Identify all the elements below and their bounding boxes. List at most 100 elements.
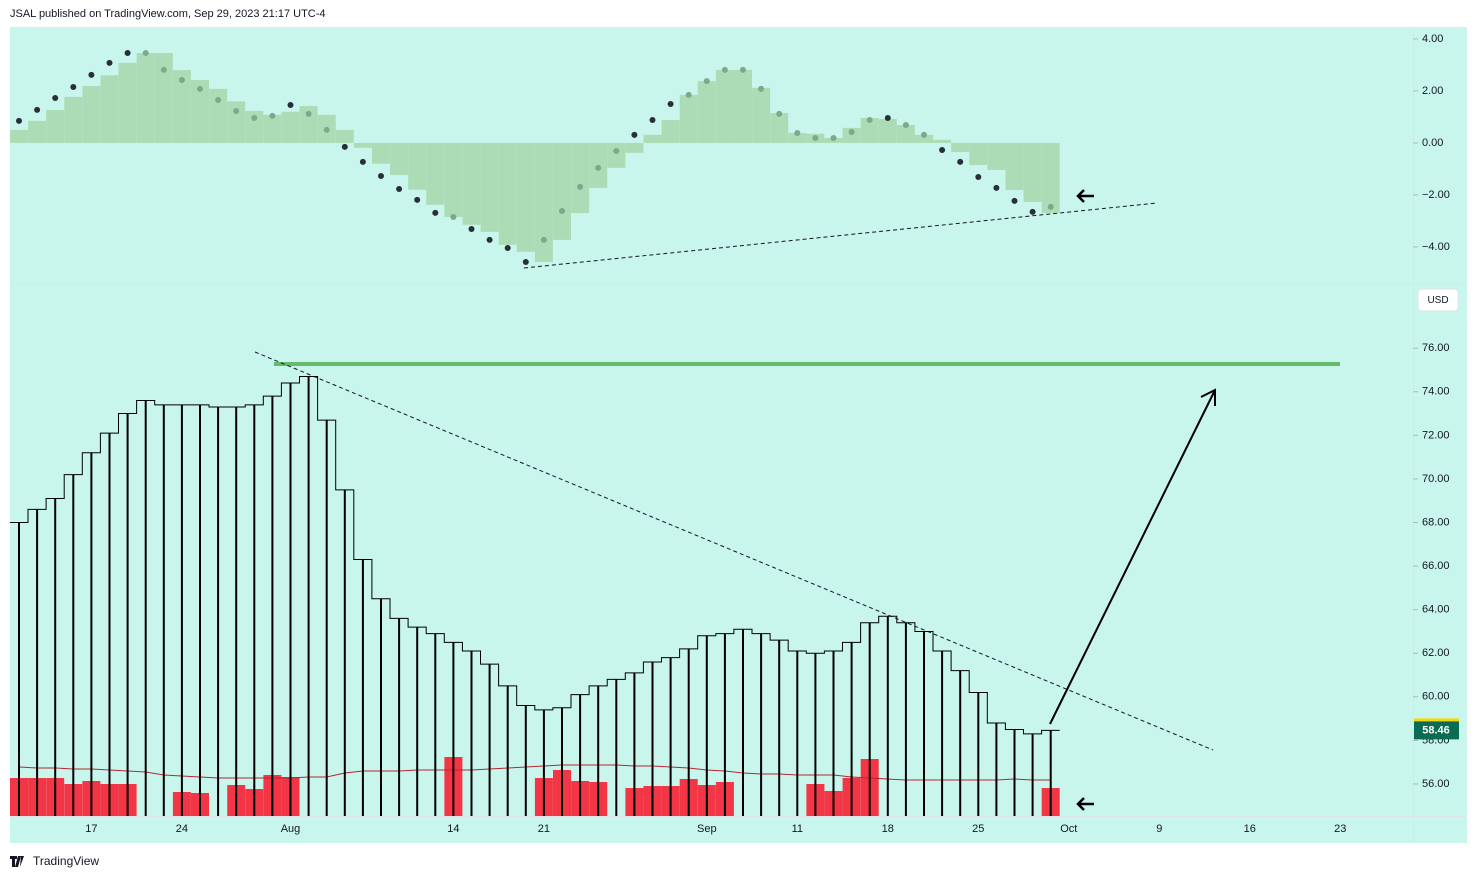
signal-dot (631, 131, 638, 138)
signal-dot (1011, 197, 1018, 204)
histogram-bar (353, 142, 372, 148)
signal-dot (595, 164, 602, 171)
histogram-bar (263, 114, 282, 143)
histogram-bar (607, 142, 626, 168)
x-tick-label: 9 (1156, 823, 1162, 835)
histogram-bar (191, 80, 209, 143)
chart-background (10, 27, 1467, 843)
y-tick-label: 56.00 (1422, 778, 1450, 790)
signal-dot (559, 208, 565, 215)
y-tick-label: 76.00 (1422, 342, 1450, 354)
histogram-bar (462, 142, 481, 225)
signal-dot (16, 117, 22, 124)
signal-dot (740, 66, 746, 73)
arrow-marker (1076, 797, 1094, 811)
histogram-bar (661, 120, 680, 143)
histogram-bar (372, 142, 390, 164)
histogram-bar (643, 134, 662, 143)
signal-dot (215, 97, 222, 104)
histogram-bar (571, 142, 590, 214)
histogram-bar (46, 109, 65, 143)
y-tick-label: −4.00 (1422, 241, 1450, 253)
histogram-bar (426, 142, 445, 205)
signal-dot (341, 143, 348, 150)
signal-dot (160, 66, 167, 73)
signal-dot (124, 49, 131, 56)
signal-dot (577, 183, 584, 190)
histogram-bar (951, 142, 970, 153)
y-tick-label: 66.00 (1422, 560, 1450, 572)
x-tick-label: 11 (792, 823, 803, 835)
histogram-bar (335, 129, 354, 143)
histogram-bar (299, 106, 318, 143)
signal-dot (34, 106, 41, 113)
trendline (523, 202, 1158, 269)
x-tick-label: 24 (176, 823, 188, 835)
histogram-bar (679, 94, 698, 143)
trendline (254, 351, 1214, 751)
histogram-bar (154, 52, 173, 143)
histogram-bar (136, 52, 155, 143)
y-tick-label: 60.00 (1422, 691, 1450, 703)
x-tick-label: 16 (1244, 823, 1256, 835)
histogram-bar (64, 96, 83, 143)
histogram-bar (933, 139, 952, 143)
signal-dot (70, 84, 77, 91)
y-tick-label: 62.00 (1422, 647, 1450, 659)
signal-dot (522, 258, 529, 265)
histogram-bar (172, 70, 191, 143)
y-tick-label: 72.00 (1422, 429, 1450, 441)
signal-dot (142, 49, 149, 56)
histogram-bar (1041, 142, 1060, 213)
signal-dot (305, 110, 312, 117)
footer-logo: TradingView (10, 854, 99, 868)
histogram-bar (553, 142, 571, 240)
signal-dot (323, 126, 330, 133)
histogram-bar (987, 142, 1006, 170)
signal-dot (884, 114, 891, 121)
y-tick-label: 70.00 (1422, 473, 1450, 485)
signal-dot (269, 112, 276, 119)
signal-dot (667, 100, 674, 107)
histogram-bar (625, 142, 644, 153)
histogram-bar (82, 86, 101, 143)
x-tick-label: Sep (697, 823, 717, 835)
header-text: JSAL published on TradingView.com, Sep 2… (10, 8, 326, 20)
y-tick-label: 4.00 (1422, 33, 1443, 45)
histogram-bar (534, 142, 553, 262)
signal-dot (486, 236, 493, 243)
x-tick-label: 25 (972, 823, 984, 835)
signal-dot (866, 117, 873, 124)
series-layer: 4.002.000.00−2.00−4.0056.0058.0060.0062.… (10, 33, 1459, 835)
signal-dot (830, 134, 837, 141)
signal-dot (776, 110, 783, 117)
histogram-bar (281, 111, 300, 143)
y-tick-label: 64.00 (1422, 604, 1450, 616)
signal-dot (540, 236, 547, 243)
signal-dot (939, 146, 946, 153)
price-badge (1414, 721, 1459, 740)
signal-dot (975, 173, 982, 180)
signal-dot (1047, 203, 1054, 210)
signal-dot (432, 209, 439, 216)
histogram-bar (10, 129, 28, 143)
histogram-bar (100, 75, 119, 143)
currency-box (1417, 288, 1459, 312)
histogram-bar (770, 113, 789, 143)
signal-dot (52, 94, 59, 101)
histogram-bar (915, 134, 933, 143)
x-tick-label: 21 (538, 823, 550, 835)
signal-dot (758, 85, 765, 92)
y-tick-label: 68.00 (1422, 516, 1450, 528)
signal-dot (957, 158, 964, 165)
signal-dot (450, 214, 457, 221)
x-tick-label: Aug (281, 823, 301, 835)
y-tick-label: −2.00 (1422, 189, 1450, 201)
y-tick-label: 74.00 (1422, 386, 1450, 398)
y-tick-label: 2.00 (1422, 85, 1443, 97)
histogram-bar (1023, 142, 1042, 202)
histogram-bar (209, 88, 228, 143)
signal-dot (414, 196, 421, 203)
